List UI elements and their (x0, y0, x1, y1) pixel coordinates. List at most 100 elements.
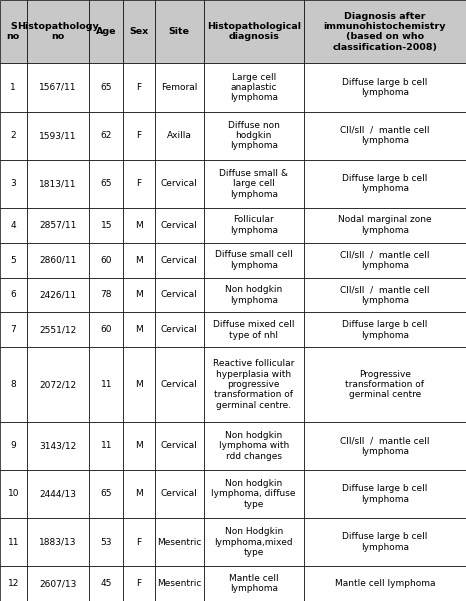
Bar (27, 313, 89, 347)
Bar (204, 278, 304, 313)
Bar (123, 347, 155, 422)
Text: 2072/12: 2072/12 (40, 380, 76, 389)
Bar (155, 313, 204, 347)
Bar (123, 208, 155, 243)
Text: Cll/sll  /  mantle cell
lymphoma: Cll/sll / mantle cell lymphoma (340, 285, 430, 305)
Text: Site: Site (169, 27, 190, 36)
Text: Mantle cell lymphoma: Mantle cell lymphoma (335, 579, 435, 588)
Bar (304, 566, 466, 601)
Bar (0, 0, 27, 64)
Bar (304, 278, 466, 313)
Bar (155, 0, 204, 64)
Text: Histopathology
no: Histopathology no (17, 22, 99, 41)
Bar (123, 566, 155, 601)
Bar (0, 278, 27, 313)
Bar (27, 566, 89, 601)
Text: Mantle cell
lymphoma: Mantle cell lymphoma (229, 574, 279, 593)
Text: Diffuse large b cell
lymphoma: Diffuse large b cell lymphoma (342, 532, 428, 552)
Bar (155, 518, 204, 566)
Bar (27, 347, 89, 422)
Bar (304, 160, 466, 208)
Bar (155, 243, 204, 278)
Bar (204, 243, 304, 278)
Text: Cervical: Cervical (161, 179, 198, 188)
Bar (304, 518, 466, 566)
Text: Follicular
lymphoma: Follicular lymphoma (230, 216, 278, 235)
Text: Cll/sll  /  mantle cell
lymphoma: Cll/sll / mantle cell lymphoma (340, 126, 430, 145)
Bar (304, 0, 466, 64)
Text: Reactive follicular
hyperplasia with
progressive
transformation of
germinal cent: Reactive follicular hyperplasia with pro… (213, 359, 295, 410)
Bar (0, 347, 27, 422)
Bar (89, 566, 123, 601)
Text: Cervical: Cervical (161, 221, 198, 230)
Text: Cervical: Cervical (161, 325, 198, 334)
Text: 2860/11: 2860/11 (39, 255, 77, 264)
Bar (204, 160, 304, 208)
Text: 2857/11: 2857/11 (39, 221, 77, 230)
Bar (89, 208, 123, 243)
Bar (204, 566, 304, 601)
Text: 2444/13: 2444/13 (40, 489, 76, 498)
Bar (204, 347, 304, 422)
Bar (0, 208, 27, 243)
Text: 62: 62 (101, 131, 112, 140)
Bar (89, 64, 123, 112)
Bar (27, 0, 89, 64)
Text: 2426/11: 2426/11 (40, 290, 76, 299)
Bar (27, 518, 89, 566)
Text: Non hodgkin
lymphoma with
rdd changes: Non hodgkin lymphoma with rdd changes (219, 431, 289, 461)
Text: Diffuse mixed cell
type of nhl: Diffuse mixed cell type of nhl (213, 320, 295, 340)
Bar (204, 0, 304, 64)
Bar (89, 243, 123, 278)
Bar (0, 160, 27, 208)
Bar (204, 112, 304, 160)
Text: 60: 60 (101, 255, 112, 264)
Text: M: M (135, 255, 143, 264)
Text: 10: 10 (7, 489, 19, 498)
Bar (0, 470, 27, 518)
Bar (89, 0, 123, 64)
Text: Axilla: Axilla (167, 131, 192, 140)
Text: M: M (135, 325, 143, 334)
Text: 1567/11: 1567/11 (39, 83, 77, 92)
Bar (204, 313, 304, 347)
Bar (0, 422, 27, 470)
Bar (204, 518, 304, 566)
Bar (204, 208, 304, 243)
Text: 60: 60 (101, 325, 112, 334)
Text: Diffuse small cell
lymphoma: Diffuse small cell lymphoma (215, 251, 293, 270)
Text: Femoral: Femoral (161, 83, 198, 92)
Text: 12: 12 (7, 579, 19, 588)
Bar (0, 518, 27, 566)
Text: Cll/sll  /  mantle cell
lymphoma: Cll/sll / mantle cell lymphoma (340, 436, 430, 456)
Bar (89, 313, 123, 347)
Bar (27, 112, 89, 160)
Bar (304, 208, 466, 243)
Bar (27, 422, 89, 470)
Text: M: M (135, 489, 143, 498)
Text: M: M (135, 380, 143, 389)
Text: F: F (137, 83, 141, 92)
Bar (89, 422, 123, 470)
Text: F: F (137, 537, 141, 546)
Text: Mesentric: Mesentric (157, 537, 201, 546)
Bar (155, 422, 204, 470)
Bar (27, 243, 89, 278)
Text: 7: 7 (10, 325, 16, 334)
Bar (155, 208, 204, 243)
Text: Histopathological
diagnosis: Histopathological diagnosis (207, 22, 301, 41)
Text: Diffuse large b cell
lymphoma: Diffuse large b cell lymphoma (342, 174, 428, 194)
Text: 6: 6 (10, 290, 16, 299)
Text: 65: 65 (101, 489, 112, 498)
Bar (304, 64, 466, 112)
Text: Mesentric: Mesentric (157, 579, 201, 588)
Text: 53: 53 (101, 537, 112, 546)
Text: 3143/12: 3143/12 (40, 441, 76, 450)
Text: Diffuse small &
large cell
lymphoma: Diffuse small & large cell lymphoma (219, 169, 288, 198)
Bar (155, 160, 204, 208)
Text: Non hodgkin
lymphoma: Non hodgkin lymphoma (225, 285, 282, 305)
Text: Diffuse large b cell
lymphoma: Diffuse large b cell lymphoma (342, 78, 428, 97)
Text: 45: 45 (101, 579, 112, 588)
Bar (204, 470, 304, 518)
Bar (89, 112, 123, 160)
